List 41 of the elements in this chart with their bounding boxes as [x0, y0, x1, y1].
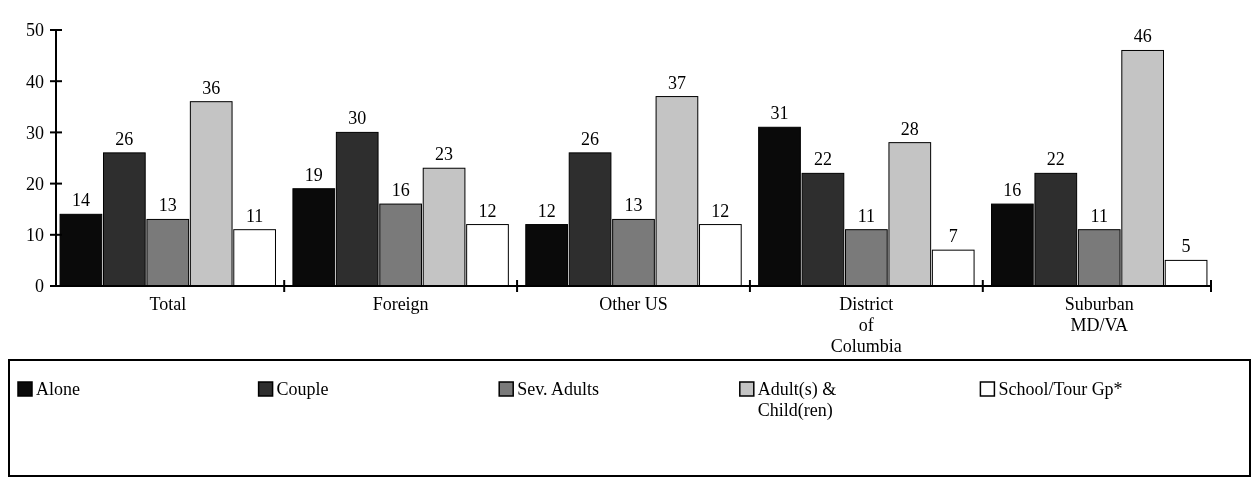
x-tick-label: District of Columbia [830, 294, 902, 356]
data-label: 11 [857, 205, 876, 226]
y-tick-label: 0 [35, 276, 44, 297]
x-tick-label: Suburban MD/VA [1064, 294, 1134, 335]
data-label: 13 [158, 195, 177, 216]
legend-label: Adult(s) & Child(ren) [757, 379, 837, 421]
legend-label: Alone [36, 379, 80, 399]
data-label: 12 [478, 200, 497, 221]
data-label: 7 [948, 226, 958, 247]
data-label: 46 [1133, 26, 1152, 47]
x-tick-label: Foreign [372, 294, 429, 314]
data-label: 31 [770, 103, 789, 124]
y-tick-label: 20 [26, 173, 44, 194]
data-label: 22 [1046, 149, 1065, 170]
data-label: 16 [1003, 180, 1022, 201]
y-tick-label: 50 [26, 20, 44, 41]
data-label: 11 [245, 205, 264, 226]
data-label: 12 [711, 200, 730, 221]
data-label: 26 [581, 128, 600, 149]
data-label: 5 [1181, 236, 1191, 257]
legend-label: School/Tour Gp* [998, 379, 1123, 399]
data-label: 30 [348, 108, 367, 129]
y-tick-label: 30 [26, 122, 44, 143]
data-label: 36 [202, 77, 221, 98]
y-tick-label: 10 [26, 225, 44, 246]
legend-label: Couple [276, 379, 329, 399]
data-label: 16 [391, 180, 410, 201]
x-tick-label: Other US [599, 294, 668, 314]
x-tick-label: Total [149, 294, 187, 314]
data-label: 13 [624, 195, 643, 216]
data-label: 22 [813, 149, 832, 170]
data-label: 19 [304, 164, 323, 185]
data-label: 12 [537, 200, 556, 221]
data-label: 28 [900, 118, 919, 139]
y-tick-label: 40 [26, 71, 44, 92]
data-label: 23 [435, 144, 454, 165]
data-label: 14 [71, 190, 90, 211]
data-label: 26 [115, 128, 134, 149]
data-label: 37 [667, 72, 686, 93]
legend-label: Sev. Adults [517, 379, 600, 399]
data-label: 11 [1090, 205, 1108, 226]
